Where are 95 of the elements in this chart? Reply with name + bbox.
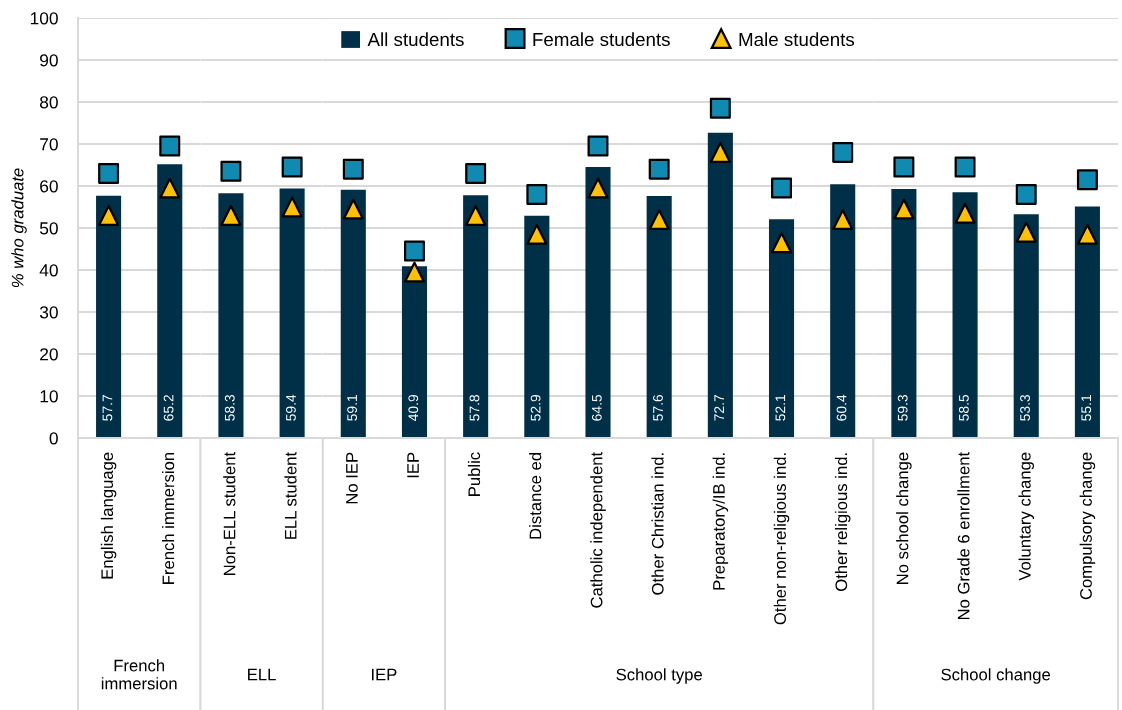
x-tick-label: English language — [100, 452, 117, 579]
bar — [707, 132, 733, 438]
bar — [830, 184, 856, 438]
legend-label: All students — [367, 32, 464, 47]
data-label: 52.9 — [530, 394, 541, 421]
point — [1015, 183, 1037, 205]
y-tick-label: 90 — [40, 54, 58, 67]
point — [954, 156, 976, 178]
point — [893, 156, 915, 178]
data-label: 57.8 — [469, 394, 480, 421]
data-label: 58.3 — [224, 394, 235, 421]
point — [893, 198, 915, 220]
point — [771, 177, 793, 199]
data-label: 65.2 — [163, 395, 174, 421]
x-tick-label: Non-ELL student — [223, 452, 236, 575]
point — [342, 158, 364, 180]
y-tick-label: 100 — [30, 12, 58, 25]
point — [159, 177, 181, 199]
legend-label: Female students — [533, 32, 670, 47]
point — [403, 240, 425, 262]
point — [1076, 223, 1098, 245]
data-label: 60.4 — [836, 394, 847, 421]
point — [159, 135, 181, 157]
point — [832, 141, 854, 163]
data-label: 40.9 — [408, 394, 419, 422]
x-tick-label: Preparatory/IB ind. — [712, 453, 729, 590]
x-tick-label: Catholic independent — [590, 452, 606, 608]
data-label: 55.1 — [1081, 394, 1092, 421]
data-label: 52.1 — [775, 394, 786, 421]
point — [648, 209, 670, 231]
point — [281, 196, 303, 218]
data-label: 53.3 — [1020, 394, 1030, 421]
y-tick-label: 40 — [39, 264, 58, 277]
bar — [768, 219, 795, 438]
point — [465, 162, 487, 184]
y-tick-label: 70 — [40, 138, 58, 151]
data-label: 59.3 — [897, 394, 908, 421]
bar — [524, 215, 550, 438]
data-label: 58.5 — [958, 394, 969, 421]
point — [342, 198, 364, 220]
y-tick-label: 0 — [49, 432, 58, 445]
data-label: 72.7 — [714, 395, 724, 421]
point — [1076, 169, 1098, 191]
point — [526, 223, 548, 245]
data-label: 57.6 — [653, 394, 663, 421]
bar — [646, 196, 672, 438]
x-tick-label: Compulsory change — [1079, 452, 1096, 600]
point — [465, 204, 487, 226]
x-tick-label: Public — [467, 452, 481, 496]
bar — [585, 167, 611, 438]
point — [220, 204, 242, 226]
point — [281, 156, 303, 178]
point — [587, 135, 609, 157]
point — [1015, 221, 1037, 243]
point — [709, 97, 731, 119]
x-axis-title: French immersion — [101, 659, 177, 690]
y-tick-label: 60 — [40, 180, 58, 193]
y-tick-label: 80 — [40, 96, 58, 109]
x-axis-title: School change — [941, 668, 1051, 684]
data-label: 57.7 — [102, 395, 113, 421]
y-tick-label: 50 — [39, 222, 58, 235]
data-label: 64.5 — [591, 394, 602, 421]
point — [709, 141, 731, 163]
bar — [463, 195, 489, 438]
point — [220, 160, 242, 182]
point — [954, 202, 976, 224]
point — [648, 158, 670, 180]
point — [832, 209, 854, 231]
x-tick-label: No school change — [896, 452, 912, 584]
y-axis-title: % who graduate — [11, 168, 27, 288]
x-tick-label: Other non-religious ind. — [773, 453, 790, 625]
point — [771, 232, 793, 254]
x-axis-title: IEP — [371, 668, 397, 681]
x-axis-title: School type — [616, 668, 702, 684]
data-label: 59.4 — [286, 394, 296, 421]
x-tick-label: No Grade 6 enrollment — [957, 452, 970, 620]
x-tick-label: Distance ed — [529, 452, 542, 539]
point — [98, 204, 120, 226]
x-axis-title: ELL — [248, 668, 276, 681]
point — [403, 261, 425, 283]
point — [526, 183, 548, 205]
y-tick-label: 20 — [40, 348, 58, 361]
x-tick-label: Voluntary change — [1018, 452, 1034, 581]
x-tick-label: French immersion — [162, 452, 175, 584]
x-tick-label: ELL student — [284, 452, 297, 539]
legend-label: Male students — [739, 32, 855, 47]
y-tick-label: 10 — [40, 390, 58, 403]
y-tick-label: 30 — [39, 306, 58, 319]
x-tick-label: Other religious ind. — [834, 453, 851, 591]
x-tick-label: IEP — [407, 452, 419, 478]
point — [587, 177, 609, 199]
data-label: 59.1 — [347, 394, 358, 421]
x-tick-label: Other Christian ind. — [651, 453, 664, 595]
point — [98, 162, 120, 184]
x-tick-label: No IEP — [346, 452, 358, 504]
